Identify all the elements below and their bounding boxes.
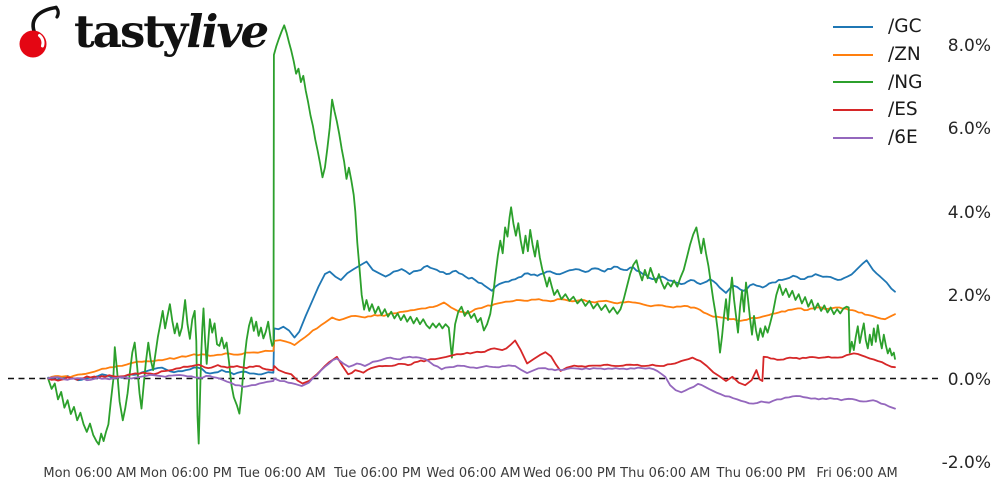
x-tick-label-wed-am: Wed 06:00 AM (426, 466, 521, 481)
legend-item-ng: /NG (833, 68, 922, 96)
legend-item-gc: /GC (833, 13, 922, 41)
legend-label: /GC (888, 16, 922, 38)
x-tick-label-tue-pm: Tue 06:00 PM (334, 466, 422, 481)
x-tick-label-wed-pm: Wed 06:00 PM (522, 466, 616, 481)
legend-label: /ZN (888, 44, 921, 66)
brand-wordmark: tastylive (74, 4, 269, 60)
brand-tasty: tasty (74, 5, 188, 58)
series-line-es (47, 339, 896, 387)
y-tick-label-2: 2.0% (947, 286, 991, 306)
legend-item-6e: /6E (833, 124, 922, 152)
y-tick-label-6: 6.0% (947, 119, 991, 139)
brand-logo: tastylive (16, 4, 269, 60)
x-tick-label-thu-pm: Thu 06:00 PM (716, 466, 806, 481)
x-tick-label-tue-am: Tue 06:00 AM (237, 466, 326, 481)
legend-label: /6E (888, 127, 918, 149)
legend-swatch-6e (833, 136, 873, 139)
y-tick-label-8: 8.0% (947, 35, 991, 56)
y-tick-label-0: 0.0% (947, 369, 991, 390)
legend-swatch-zn (833, 53, 873, 56)
series-line-ng (47, 24, 896, 446)
legend-item-zn: /ZN (833, 41, 922, 69)
x-tick-label-mon-pm: Mon 06:00 PM (139, 466, 232, 481)
x-tick-label-thu-am: Thu 06:00 AM (620, 466, 711, 481)
legend-label: /ES (888, 99, 918, 121)
series-line-6e (47, 355, 896, 410)
x-tick-label-fri-am: Fri 06:00 AM (816, 466, 898, 481)
legend-item-es: /ES (833, 96, 922, 124)
legend: /GC /ZN /NG /ES /6E (833, 13, 922, 151)
cherry-icon (19, 5, 60, 58)
brand-live: live (186, 5, 269, 58)
legend-swatch-gc (833, 25, 873, 28)
legend-label: /NG (888, 71, 923, 93)
y-tick-label-neg2: -2.0% (941, 453, 991, 473)
legend-swatch-ng (833, 81, 873, 84)
series-line-zn (47, 298, 896, 380)
series-line-gc (47, 259, 896, 382)
legend-swatch-es (833, 108, 873, 111)
y-tick-label-4: 4.0% (947, 202, 991, 223)
x-tick-label-mon-am: Mon 06:00 AM (43, 466, 137, 481)
